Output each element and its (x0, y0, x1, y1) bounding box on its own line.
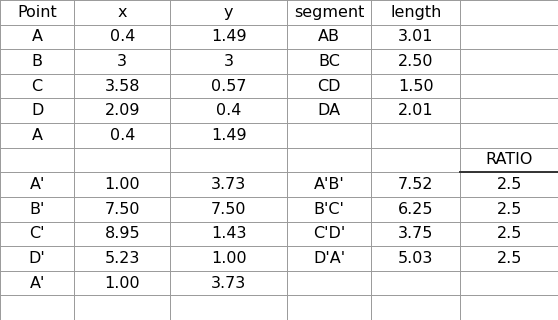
Text: A': A' (30, 177, 45, 192)
Text: 2.5: 2.5 (497, 202, 522, 217)
Text: C': C' (30, 226, 45, 241)
Text: segment: segment (294, 5, 364, 20)
Text: 1.00: 1.00 (104, 177, 140, 192)
Text: 1.49: 1.49 (211, 128, 247, 143)
Text: 3.01: 3.01 (398, 29, 434, 44)
Text: 3: 3 (224, 54, 234, 69)
Text: 3: 3 (117, 54, 127, 69)
Text: 2.5: 2.5 (497, 251, 522, 266)
Text: 7.52: 7.52 (398, 177, 434, 192)
Text: B'C': B'C' (314, 202, 345, 217)
Text: 0.4: 0.4 (109, 128, 135, 143)
Text: 1.00: 1.00 (211, 251, 247, 266)
Text: 0.4: 0.4 (109, 29, 135, 44)
Text: 8.95: 8.95 (104, 226, 140, 241)
Text: 0.4: 0.4 (216, 103, 242, 118)
Text: 3.58: 3.58 (104, 79, 140, 94)
Text: B: B (32, 54, 42, 69)
Text: B': B' (30, 202, 45, 217)
Text: 1.43: 1.43 (211, 226, 247, 241)
Text: A'B': A'B' (314, 177, 345, 192)
Text: 7.50: 7.50 (104, 202, 140, 217)
Text: D'A': D'A' (313, 251, 345, 266)
Text: DA: DA (318, 103, 341, 118)
Text: 1.50: 1.50 (398, 79, 434, 94)
Text: 0.57: 0.57 (211, 79, 247, 94)
Text: length: length (390, 5, 441, 20)
Text: 5.23: 5.23 (104, 251, 140, 266)
Text: 2.50: 2.50 (398, 54, 434, 69)
Text: BC: BC (318, 54, 340, 69)
Text: 2.5: 2.5 (497, 226, 522, 241)
Text: C: C (32, 79, 42, 94)
Text: y: y (224, 5, 234, 20)
Text: 7.50: 7.50 (211, 202, 247, 217)
Text: A': A' (30, 276, 45, 291)
Text: RATIO: RATIO (485, 153, 533, 167)
Text: x: x (117, 5, 127, 20)
Text: 6.25: 6.25 (398, 202, 434, 217)
Text: 2.01: 2.01 (398, 103, 434, 118)
Text: 3.73: 3.73 (211, 276, 247, 291)
Text: A: A (32, 128, 42, 143)
Text: 5.03: 5.03 (398, 251, 434, 266)
Text: CD: CD (318, 79, 341, 94)
Text: D': D' (28, 251, 46, 266)
Text: D: D (31, 103, 44, 118)
Text: Point: Point (17, 5, 57, 20)
Text: 1.49: 1.49 (211, 29, 247, 44)
Text: 1.00: 1.00 (104, 276, 140, 291)
Text: 3.73: 3.73 (211, 177, 247, 192)
Text: 3.75: 3.75 (398, 226, 434, 241)
Text: 2.5: 2.5 (497, 177, 522, 192)
Text: A: A (32, 29, 42, 44)
Text: 2.09: 2.09 (104, 103, 140, 118)
Text: AB: AB (318, 29, 340, 44)
Text: C'D': C'D' (313, 226, 345, 241)
